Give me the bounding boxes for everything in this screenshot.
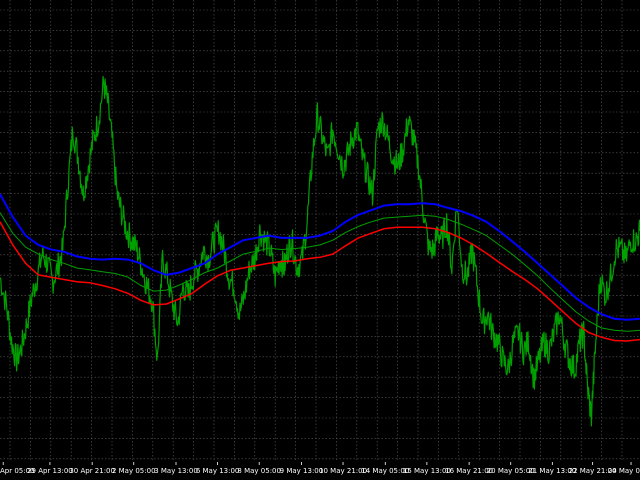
x-tick-label: 14 May 05:00 <box>361 467 409 475</box>
x-tick-label: 22 May 21:00 <box>569 467 617 475</box>
x-tick-label: 10 May 21:00 <box>319 467 367 475</box>
x-tick-label: Apr 05:00 <box>0 467 35 475</box>
x-tick-label: 6 May 13:00 <box>196 467 240 475</box>
x-tick-label: 9 May 13:00 <box>280 467 324 475</box>
x-tick-label: 3 May 13:00 <box>154 467 198 475</box>
series-line-3 <box>0 221 640 342</box>
x-tick-label: 15 May 13:00 <box>403 467 451 475</box>
series-line-1 <box>0 193 640 321</box>
x-tick-label: 16 May 21:00 <box>445 467 493 475</box>
x-tick-label: 30 Apr 21:00 <box>69 467 115 475</box>
x-tick-label: 29 Apr 13:00 <box>27 467 73 475</box>
chart-grid <box>0 0 640 462</box>
x-tick-label: 20 May 05:00 <box>487 467 535 475</box>
x-tick-label: 2 May 05:00 <box>112 467 156 475</box>
x-tick-label: 21 May 13:00 <box>528 467 576 475</box>
series-line-2 <box>0 212 640 332</box>
x-tick-label: 24 May 0 <box>608 467 640 475</box>
x-tick-label: 8 May 05:00 <box>237 467 281 475</box>
series-layer <box>0 75 640 427</box>
series-line-0 <box>0 75 640 427</box>
